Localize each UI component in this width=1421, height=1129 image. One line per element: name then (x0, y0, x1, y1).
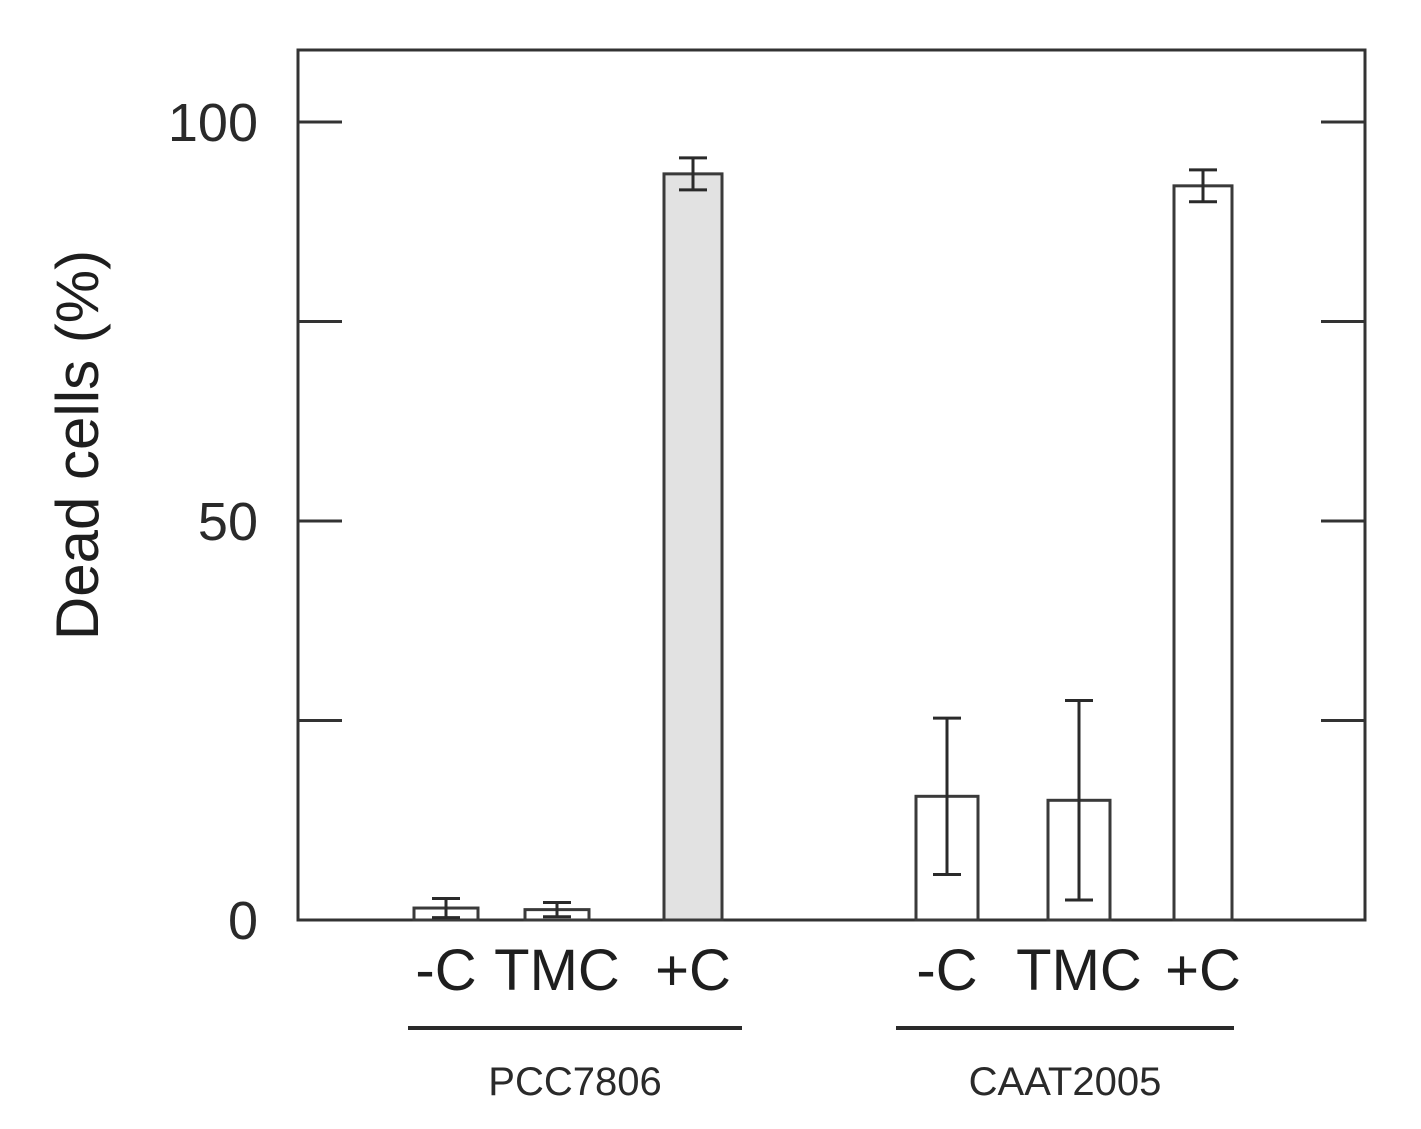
group-label-caat2005: CAAT2005 (969, 1060, 1162, 1104)
bar-pcc7806-c (662, 172, 724, 922)
error-bar-pcc7806-tmc (543, 900, 571, 919)
category-label-pcc7806-c: -C (415, 938, 476, 1003)
plot-frame (296, 48, 1367, 922)
bars-layer (412, 156, 1234, 922)
category-label-pcc7806-c: +C (655, 938, 731, 1003)
labels-layer: 0 50 100 -C TMC +C PCC7806 -C TMC +C CAAT2005 (168, 93, 1241, 1104)
y-tick-label: 0 (228, 891, 258, 951)
y-tick-label: 50 (198, 492, 258, 552)
bar-caat2005-c (1172, 184, 1234, 922)
y-tick-label: 100 (168, 93, 258, 153)
axis-ticks (298, 120, 1365, 922)
error-bar-pcc7806-c (432, 896, 460, 920)
category-label-pcc7806-tmc: TMC (494, 938, 620, 1003)
group-label-pcc7806: PCC7806 (488, 1060, 661, 1104)
error-bar-caat2005-tmc (1065, 699, 1093, 902)
error-bar-pcc7806-c (679, 156, 707, 192)
error-bar-caat2005-c (1189, 168, 1217, 204)
category-label-caat2005-c: -C (916, 938, 977, 1003)
category-label-caat2005-tmc: TMC (1016, 938, 1142, 1003)
y-axis-title: Dead cells (%) (44, 250, 111, 640)
category-label-caat2005-c: +C (1165, 938, 1241, 1003)
error-bar-caat2005-c (933, 716, 961, 877)
